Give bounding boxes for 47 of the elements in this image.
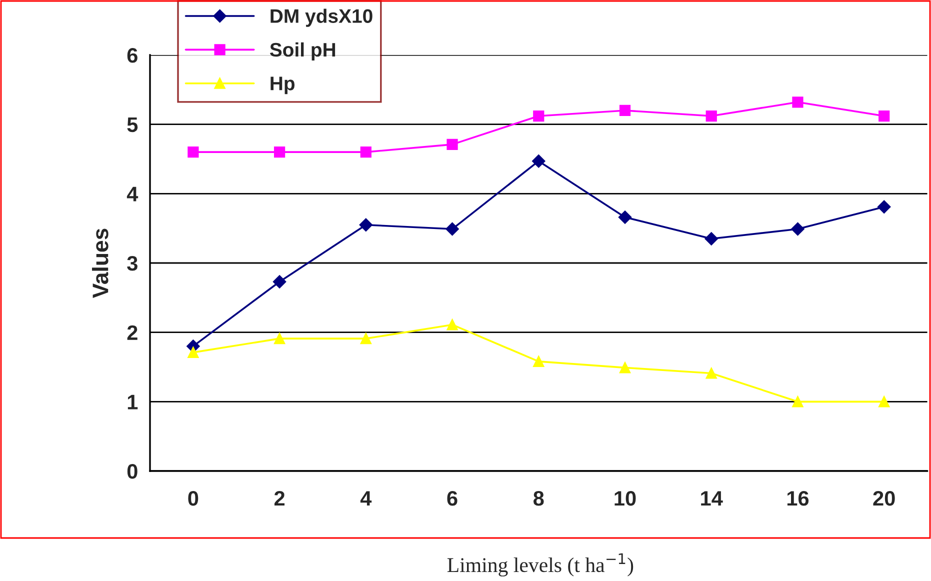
point xyxy=(618,210,632,224)
y-tick-label: 3 xyxy=(127,256,138,271)
point xyxy=(188,346,199,358)
x-axis-title: Liming levels (t ha$^{−1}$) xyxy=(447,553,634,576)
point xyxy=(878,396,890,408)
x-tick-label: 16 xyxy=(787,490,809,506)
point xyxy=(792,96,804,108)
x-tick-label: 14 xyxy=(701,491,723,506)
y-tick-label: 2 xyxy=(127,325,138,340)
x-tick-label: 8 xyxy=(534,490,544,506)
y-tick-label: 5 xyxy=(127,118,138,132)
x-tick-label: 2 xyxy=(274,490,285,506)
point xyxy=(878,110,890,122)
x-tick-label: 6 xyxy=(447,490,458,506)
point xyxy=(360,146,372,158)
point xyxy=(706,368,717,379)
point xyxy=(272,275,286,288)
point xyxy=(274,146,286,158)
y-tick-label: 1 xyxy=(128,394,138,410)
legend-label: DM ydsX10 xyxy=(270,8,372,27)
point xyxy=(532,154,546,168)
point xyxy=(446,319,458,330)
point xyxy=(446,222,459,236)
x-tick-label: 4 xyxy=(360,491,372,506)
point xyxy=(791,222,804,236)
point xyxy=(619,104,631,116)
point xyxy=(533,356,544,368)
point xyxy=(446,138,458,150)
point xyxy=(792,396,804,408)
point xyxy=(533,110,544,122)
x-tick-label: 0 xyxy=(188,490,198,506)
point xyxy=(274,333,286,344)
y-tick-label: 4 xyxy=(126,186,138,202)
point xyxy=(878,200,891,214)
point xyxy=(619,362,631,374)
point xyxy=(359,218,372,232)
x-tick-label: 20 xyxy=(873,490,895,506)
x-tick-label: 10 xyxy=(614,490,636,506)
y-axis-title: Values xyxy=(92,228,108,298)
y-tick-label: 0 xyxy=(127,464,138,479)
legend-label: Hp xyxy=(270,76,295,94)
legend-label: Soil pH xyxy=(270,42,336,61)
point xyxy=(704,232,718,246)
y-tick-label: 6 xyxy=(127,48,138,63)
point xyxy=(360,333,372,344)
point xyxy=(706,110,717,122)
point xyxy=(188,146,199,158)
